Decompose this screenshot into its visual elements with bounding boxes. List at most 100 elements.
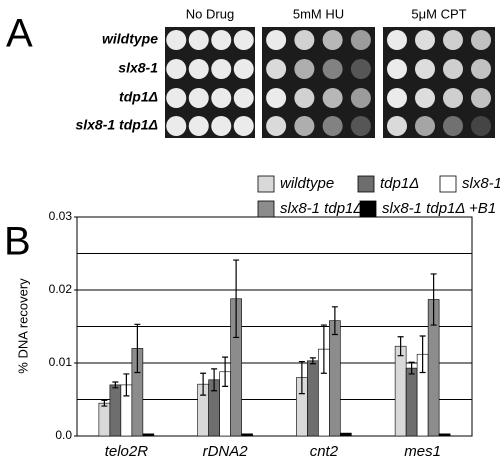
- colony-spot: [350, 30, 371, 50]
- error-bar: [419, 335, 426, 374]
- colony-spot: [350, 116, 371, 136]
- colony-spot: [266, 30, 287, 50]
- row-label: slx8-1 tdp1Δ: [75, 117, 158, 133]
- colony-spot: [233, 116, 254, 136]
- colony-spot: [294, 59, 315, 79]
- column-header: 5μM CPT: [411, 6, 466, 21]
- legend-swatch: [257, 200, 275, 218]
- legend-label: slx8-1: [462, 175, 500, 192]
- y-tick-label: 0.0: [55, 428, 72, 442]
- bar: [405, 367, 418, 437]
- bar: [394, 345, 407, 437]
- colony-spot: [294, 88, 315, 108]
- legend-label: tdp1Δ: [380, 175, 419, 192]
- error-bar: [123, 373, 130, 397]
- error-bar: [222, 356, 229, 387]
- colony-spot: [166, 88, 187, 108]
- bar: [438, 433, 451, 437]
- colony-spot: [415, 116, 435, 136]
- colony-spot: [471, 88, 491, 108]
- y-axis-label: % DNA recovery: [15, 278, 30, 374]
- colony-spot: [443, 59, 463, 79]
- error-bar: [134, 323, 141, 374]
- colony-spot: [266, 116, 287, 136]
- y-tick-label: 0.02: [49, 282, 73, 296]
- colony-spot: [233, 88, 254, 108]
- colony-spot: [294, 30, 315, 50]
- colony-spot: [387, 88, 407, 108]
- colony-spot: [322, 116, 343, 136]
- colony-spot: [233, 30, 254, 50]
- panel-label: A: [6, 12, 33, 56]
- colony-spot: [211, 88, 232, 108]
- error-bar: [112, 381, 119, 389]
- colony-spot: [415, 88, 435, 108]
- error-bar: [408, 361, 415, 375]
- error-bar: [430, 273, 437, 326]
- error-bar: [298, 360, 305, 395]
- y-tick-label: 0.01: [49, 355, 73, 369]
- error-bar: [320, 324, 327, 374]
- legend-swatch: [257, 175, 275, 193]
- colony-spot: [188, 116, 209, 136]
- colony-spot: [322, 30, 343, 50]
- error-bar: [309, 357, 316, 365]
- row-label: tdp1Δ: [119, 89, 158, 105]
- colony-spot: [166, 59, 187, 79]
- legend-label: slx8-1 tdp1Δ: [280, 200, 363, 217]
- panel-label: B: [4, 220, 31, 264]
- colony-spot: [322, 59, 343, 79]
- colony-spot: [211, 59, 232, 79]
- colony-spot: [266, 88, 287, 108]
- colony-spot: [350, 59, 371, 79]
- bar: [109, 384, 122, 437]
- row-label: wildtype: [102, 31, 158, 47]
- colony-spot: [443, 116, 463, 136]
- column-header: 5mM HU: [293, 6, 344, 21]
- legend-label: slx8-1 tdp1Δ +B1: [382, 200, 496, 217]
- x-tick-label: cnt2: [310, 443, 339, 460]
- colony-spot: [322, 88, 343, 108]
- colony-spot: [443, 88, 463, 108]
- error-bar: [397, 336, 404, 357]
- bar: [98, 402, 111, 437]
- error-bar: [331, 306, 338, 336]
- column-header: No Drug: [186, 6, 234, 21]
- colony-spot: [387, 116, 407, 136]
- colony-spot: [166, 30, 187, 50]
- legend-swatch: [357, 175, 375, 193]
- colony-spot: [387, 59, 407, 79]
- bar: [241, 433, 253, 437]
- bar: [340, 432, 352, 437]
- colony-spot: [211, 116, 232, 136]
- bar: [329, 320, 341, 437]
- colony-spot: [188, 30, 209, 50]
- x-tick-label: rDNA2: [203, 443, 249, 460]
- colony-spot: [266, 59, 287, 79]
- error-bar: [233, 259, 240, 339]
- error-bar: [211, 368, 218, 392]
- colony-spot: [166, 116, 187, 136]
- colony-spot: [471, 116, 491, 136]
- colony-spot: [387, 30, 407, 50]
- error-bar: [200, 372, 207, 396]
- colony-spot: [233, 59, 254, 79]
- colony-spot: [471, 30, 491, 50]
- x-tick-label: telo2R: [105, 443, 149, 460]
- colony-spot: [188, 59, 209, 79]
- colony-spot: [350, 88, 371, 108]
- x-tick-label: mes1: [404, 443, 441, 460]
- row-label: slx8-1: [118, 60, 158, 76]
- error-bar: [101, 399, 108, 407]
- colony-spot: [294, 116, 315, 136]
- legend-swatch: [359, 200, 377, 218]
- bar: [142, 433, 155, 437]
- legend-label: wildtype: [280, 175, 334, 192]
- legend-swatch: [439, 175, 457, 193]
- y-tick-label: 0.03: [49, 209, 73, 223]
- colony-spot: [188, 88, 209, 108]
- colony-spot: [211, 30, 232, 50]
- colony-spot: [415, 59, 435, 79]
- colony-spot: [415, 30, 435, 50]
